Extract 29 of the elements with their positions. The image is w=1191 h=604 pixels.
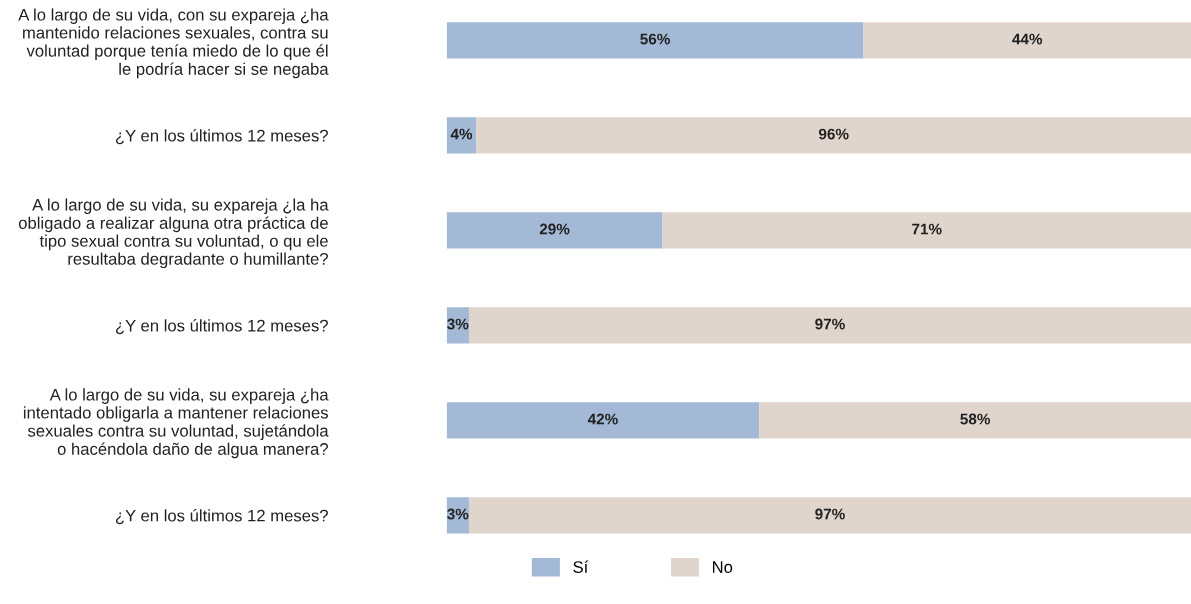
bar	[759, 402, 1191, 439]
data-label: 44%	[1012, 33, 1043, 45]
bar	[468, 307, 1191, 344]
y-tick-label: A lo largo de su vida, su expareja ¿la ha obligado a realizar alguna otra práctica de tipo sexual contra su voluntad, o qu ele resultaba degradante o humillante?	[18, 198, 329, 269]
data-label: 56%	[640, 33, 670, 45]
data-label: 58%	[960, 413, 991, 425]
bar	[446, 212, 663, 249]
legend-label: No	[712, 561, 733, 573]
data-label: 3%	[447, 318, 469, 330]
data-label: 29%	[539, 223, 570, 235]
bar	[863, 22, 1191, 59]
bar	[468, 497, 1191, 534]
y-tick-label: A lo largo de su vida, con su expareja ¿ha mantenido relaciones sexuales, contra su voluntad porque tenía miedo de lo que él le podría hacer si se negaba	[18, 8, 329, 79]
bar	[446, 22, 864, 59]
bar	[476, 117, 1191, 154]
data-label: 71%	[912, 223, 942, 235]
data-label: 97%	[815, 508, 845, 520]
data-label: 42%	[587, 413, 618, 425]
data-label: 97%	[815, 318, 845, 330]
data-label: 3%	[447, 508, 469, 520]
y-tick-label: A lo largo de su vida, su expareja ¿ha intentado obligarla a mantener relaciones sexuales contra su voluntad, sujetándola o hacéndola daño de algua manera?	[23, 388, 329, 459]
y-tick-label: ¿Y en los últimos 12 meses?	[115, 319, 328, 335]
bar	[446, 402, 760, 439]
bar	[662, 212, 1191, 249]
data-label: 4%	[450, 128, 473, 140]
y-tick-label: ¿Y en los últimos 12 meses?	[115, 129, 328, 145]
data-label: 96%	[818, 128, 849, 140]
legend-label: Sí	[573, 560, 589, 573]
y-tick-label: ¿Y en los últimos 12 meses?	[115, 509, 328, 525]
